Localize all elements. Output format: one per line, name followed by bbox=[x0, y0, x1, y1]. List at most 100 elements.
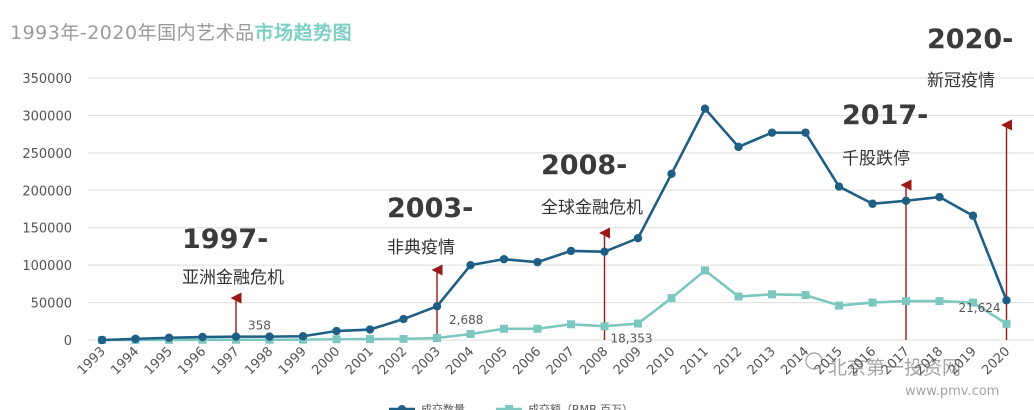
data-point-amount bbox=[500, 324, 508, 333]
x-tick-label: 2000 bbox=[309, 344, 343, 378]
data-point-count bbox=[700, 104, 710, 113]
watermark-site: www.pmv.com bbox=[905, 384, 1000, 399]
data-point-amount bbox=[366, 335, 374, 344]
data-point-count bbox=[901, 196, 911, 205]
x-tick-label: 1997 bbox=[209, 344, 243, 378]
x-tick-label: 2010 bbox=[644, 344, 678, 378]
data-label-2008: 18,353 bbox=[611, 331, 653, 345]
event-year-1997: 1997- bbox=[182, 224, 269, 255]
data-point-amount bbox=[701, 266, 709, 275]
data-point-count bbox=[968, 211, 978, 220]
data-point-amount bbox=[1002, 319, 1011, 328]
series-line-amount bbox=[102, 269, 1008, 342]
data-point-amount bbox=[935, 297, 944, 306]
data-point-count bbox=[332, 326, 341, 336]
data-point-count bbox=[533, 257, 542, 267]
data-point-count bbox=[164, 333, 174, 342]
data-point-amount bbox=[734, 292, 743, 301]
data-point-count bbox=[734, 142, 743, 152]
x-tick-label: 2002 bbox=[376, 344, 410, 378]
data-point-count bbox=[1002, 296, 1011, 305]
x-tick-label: 1994 bbox=[108, 344, 142, 378]
event-year-2003: 2003- bbox=[387, 193, 474, 224]
data-point-count bbox=[131, 334, 140, 344]
x-tick-label: 2012 bbox=[711, 344, 745, 378]
y-tick-label: 300000 bbox=[22, 109, 72, 124]
data-point-amount bbox=[969, 298, 977, 307]
event-year-2017: 2017- bbox=[842, 100, 929, 131]
data-point-count bbox=[566, 246, 576, 256]
x-tick-label: 2004 bbox=[443, 344, 477, 378]
data-point-amount bbox=[332, 335, 341, 344]
legend-marker-amount bbox=[505, 405, 513, 410]
x-tick-label: 2009 bbox=[611, 344, 645, 378]
x-tick-label: 1995 bbox=[142, 344, 176, 378]
data-point-count bbox=[633, 233, 643, 243]
data-point-amount bbox=[835, 301, 843, 310]
data-point-count bbox=[97, 335, 107, 345]
data-point-amount bbox=[768, 290, 776, 299]
data-point-amount bbox=[399, 334, 408, 343]
x-tick-label: 2008 bbox=[577, 344, 611, 378]
data-point-amount bbox=[567, 320, 575, 329]
event-label-2003: 非典疫情 bbox=[387, 238, 455, 258]
series-line-count bbox=[101, 107, 1008, 342]
x-tick-label: 2013 bbox=[745, 344, 779, 378]
x-tick-label: 2014 bbox=[778, 344, 812, 378]
y-tick-label: 150000 bbox=[22, 222, 72, 237]
data-point-amount bbox=[667, 294, 676, 303]
legend-marker-count bbox=[398, 405, 406, 410]
y-tick-label: 100000 bbox=[22, 259, 72, 274]
y-tick-label: 0 bbox=[64, 334, 72, 349]
wechat-icon bbox=[805, 352, 823, 370]
x-tick-label: 2001 bbox=[343, 344, 377, 378]
event-label-2008: 全球金融危机 bbox=[541, 198, 643, 218]
data-point-count bbox=[801, 128, 810, 137]
x-tick-label: 2011 bbox=[678, 344, 712, 378]
event-label-2017: 千股跌停 bbox=[842, 149, 910, 169]
event-year-2008: 2008- bbox=[541, 150, 628, 181]
data-point-count bbox=[198, 332, 207, 342]
x-tick-label: 1993 bbox=[75, 344, 109, 378]
x-tick-label: 2007 bbox=[544, 344, 578, 378]
data-point-count bbox=[935, 192, 944, 202]
data-point-count bbox=[767, 128, 777, 137]
data-point-count bbox=[499, 254, 509, 264]
data-point-count bbox=[834, 182, 844, 191]
y-tick-label: 200000 bbox=[22, 184, 72, 199]
data-point-amount bbox=[533, 324, 542, 333]
chart-title-highlight: 市场趋势图 bbox=[254, 22, 353, 44]
data-point-amount bbox=[600, 322, 609, 331]
data-point-count bbox=[298, 332, 308, 341]
data-point-count bbox=[399, 314, 408, 324]
data-point-count bbox=[667, 169, 676, 179]
data-point-count bbox=[265, 332, 274, 341]
legend-label-amount: 成交额（RMB 百万） bbox=[528, 402, 633, 410]
data-point-count bbox=[868, 199, 877, 208]
x-tick-label: 2006 bbox=[510, 344, 544, 378]
legend-label-count: 成交数量 bbox=[421, 402, 465, 410]
data-label-2003: 2,688 bbox=[449, 313, 483, 327]
data-point-amount bbox=[634, 319, 642, 328]
y-tick-label: 350000 bbox=[22, 72, 72, 87]
event-year-2020: 2020- bbox=[927, 24, 1014, 55]
data-point-amount bbox=[433, 333, 441, 342]
data-label-2020: 21,624 bbox=[959, 301, 1001, 315]
data-point-amount bbox=[902, 297, 910, 306]
chart-title: 1993年-2020年国内艺术品市场趋势图 bbox=[10, 18, 352, 45]
chart-title-prefix: 1993年-2020年国内艺术品 bbox=[10, 22, 255, 44]
x-tick-label: 2005 bbox=[477, 344, 511, 378]
data-point-count bbox=[365, 325, 375, 334]
x-tick-label: 2020 bbox=[979, 344, 1013, 378]
data-point-count bbox=[600, 247, 609, 256]
data-point-amount bbox=[868, 298, 877, 307]
data-point-amount bbox=[466, 330, 475, 339]
event-label-2020: 新冠疫情 bbox=[927, 71, 995, 91]
data-point-count bbox=[231, 332, 241, 341]
y-tick-label: 50000 bbox=[31, 297, 72, 312]
x-tick-label: 1998 bbox=[242, 344, 276, 378]
y-tick-label: 250000 bbox=[22, 147, 72, 162]
x-tick-label: 1999 bbox=[276, 344, 310, 378]
